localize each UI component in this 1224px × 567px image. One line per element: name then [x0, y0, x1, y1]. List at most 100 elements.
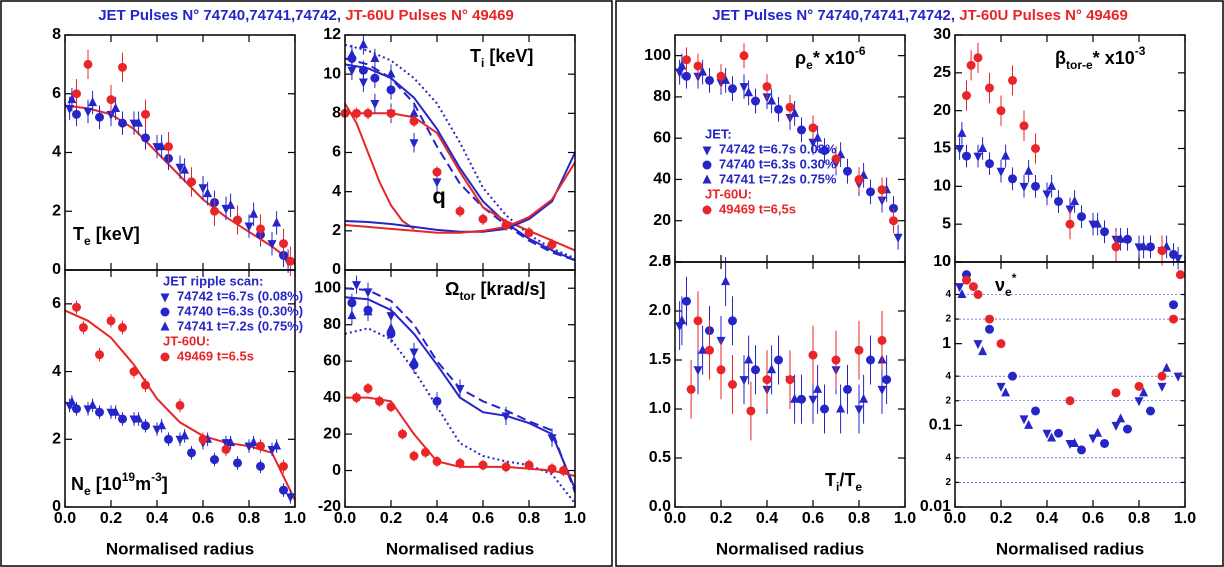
legend-marker — [702, 146, 712, 156]
marker — [813, 132, 823, 142]
y-tick-label: 100 — [314, 279, 341, 296]
marker — [962, 275, 971, 285]
y-tick-label: -20 — [318, 498, 341, 515]
marker — [762, 82, 772, 92]
y-tick-label: 10 — [933, 178, 951, 195]
x-tick-label: 1.0 — [284, 510, 306, 527]
label-part: x10 — [1100, 48, 1135, 68]
label-part: e — [855, 480, 862, 494]
marker — [421, 447, 430, 457]
marker — [966, 60, 976, 70]
legend-label: 74740 t=6.3s 0.30% — [719, 156, 837, 171]
marker — [705, 75, 714, 85]
marker — [501, 462, 511, 472]
marker — [698, 66, 708, 76]
marker — [386, 85, 396, 95]
label-part: i — [481, 56, 484, 70]
legend-title: JT-60U: — [705, 186, 752, 201]
marker — [957, 288, 967, 298]
label-part: N — [71, 474, 84, 494]
marker — [985, 314, 994, 324]
figure-title: JET Pulses N° 74740,74741,74742, JT-60U … — [98, 7, 514, 24]
marker — [409, 116, 419, 126]
marker — [744, 354, 754, 364]
marker — [432, 396, 442, 406]
marker — [198, 434, 208, 444]
marker — [386, 68, 396, 78]
marker — [72, 302, 81, 312]
marker — [559, 466, 568, 476]
marker — [716, 71, 726, 81]
marker — [95, 350, 104, 360]
marker — [1019, 182, 1029, 192]
label-part: * — [1012, 271, 1017, 285]
legend-marker — [160, 321, 170, 331]
marker — [347, 310, 357, 320]
marker — [1157, 246, 1167, 256]
figure-title: JET Pulses N° 74740,74741,74742, JT-60U … — [712, 7, 1128, 24]
y-tick-label: 20 — [933, 102, 951, 119]
marker — [1024, 419, 1034, 429]
y-tick-label: 80 — [323, 316, 341, 333]
label-part: tor-e — [1066, 58, 1093, 72]
x-tick-label: 0.0 — [334, 510, 356, 527]
marker — [175, 163, 185, 173]
marker — [1054, 428, 1063, 438]
y-tick-label: 10 — [323, 65, 341, 82]
marker — [432, 456, 442, 466]
marker — [877, 385, 887, 395]
legend-marker — [702, 160, 712, 170]
marker — [409, 107, 419, 117]
marker — [386, 108, 396, 118]
x-tick-label: 0.4 — [756, 510, 778, 527]
marker — [1031, 406, 1040, 416]
marker — [746, 406, 756, 416]
marker — [256, 441, 265, 451]
left-figure-frame — [0, 0, 613, 567]
label-part: x10 — [820, 48, 855, 68]
label-part: 19 — [122, 470, 136, 484]
marker — [370, 53, 380, 62]
panel-label: Ne [1019m-3] — [71, 470, 168, 498]
marker — [432, 167, 442, 177]
y-tick-label: 0 — [942, 253, 951, 270]
marker — [854, 174, 864, 184]
marker — [256, 461, 265, 471]
marker — [831, 355, 841, 365]
marker — [682, 296, 691, 306]
panel-label: Ti/Te — [825, 470, 862, 494]
x-tick-label: 0.4 — [426, 510, 448, 527]
marker — [1054, 196, 1063, 206]
marker — [249, 208, 259, 218]
marker — [854, 345, 864, 355]
marker — [797, 394, 806, 404]
marker — [256, 224, 265, 234]
label-part: e — [84, 484, 91, 498]
label-part: [10 — [91, 474, 122, 494]
marker — [1111, 242, 1121, 252]
label-part: i — [836, 480, 839, 494]
fit-line — [344, 43, 576, 260]
label-part: /T — [839, 470, 855, 490]
marker — [386, 312, 396, 322]
y-tick-label: 0.0 — [649, 498, 671, 515]
marker — [1169, 314, 1178, 324]
marker — [808, 123, 818, 133]
marker — [547, 240, 557, 250]
right-figure-frame — [615, 0, 1224, 567]
marker — [106, 95, 116, 105]
legend-label: 74741 t=7.2s (0.75%) — [177, 318, 303, 333]
marker — [95, 112, 104, 122]
marker — [164, 142, 173, 152]
marker — [831, 154, 841, 164]
marker — [767, 95, 777, 105]
marker — [455, 458, 465, 468]
y-tick-label: 2.5 — [649, 253, 671, 270]
marker — [347, 298, 357, 308]
y-tick-label: 40 — [653, 171, 671, 188]
marker — [106, 110, 116, 120]
y-tick-label: 4 — [945, 452, 951, 463]
y-tick-label: 15 — [933, 140, 951, 157]
marker — [285, 493, 295, 503]
